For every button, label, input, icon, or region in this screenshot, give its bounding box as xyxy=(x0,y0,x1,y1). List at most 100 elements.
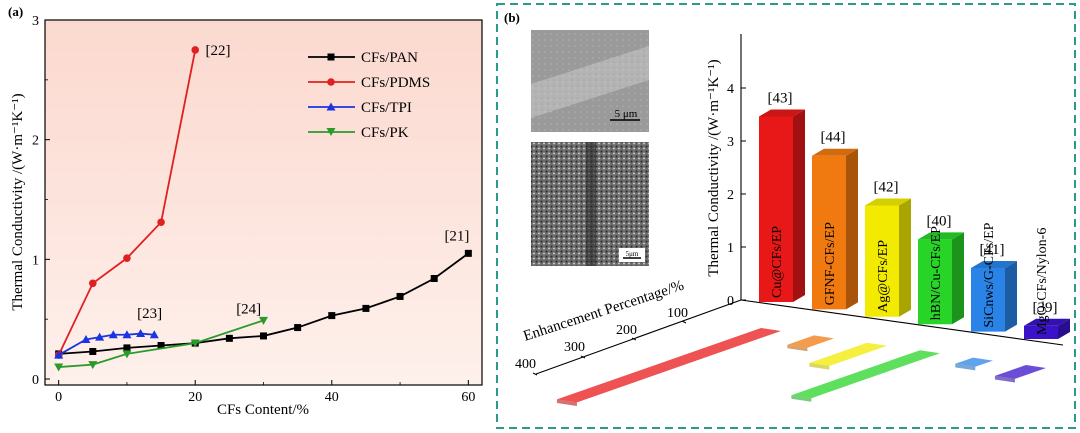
panel-a-annotations: [22] [21] [23] [24] xyxy=(137,43,469,322)
b-z-tick-label: 200 xyxy=(616,323,637,338)
bar-side xyxy=(952,232,964,325)
bar-side xyxy=(1058,318,1070,339)
sem-inset-top: 5 μm xyxy=(531,30,649,132)
data-point-cfs-pan xyxy=(225,334,233,342)
bar-ref-label: [44] xyxy=(821,130,846,146)
b-y-tick-label: 0 xyxy=(727,294,734,309)
enhancement-bar-edge xyxy=(955,363,976,371)
data-point-cfs-pan xyxy=(430,274,438,282)
bar-front xyxy=(1024,325,1058,339)
sem-scale-label-bottom: 5μm xyxy=(626,250,639,258)
bar-side xyxy=(899,198,911,317)
b-z-tick-label: 400 xyxy=(515,357,536,372)
ref-annotation: [21] xyxy=(444,228,469,244)
b-z-tick-label: 100 xyxy=(667,306,688,321)
bar-top xyxy=(865,198,911,206)
legend-label-pan: CFs/PAN xyxy=(361,50,418,66)
x-tick-label: 20 xyxy=(188,390,202,405)
legend-label-tpi: CFs/TPI xyxy=(361,100,412,116)
x-tick-label: 40 xyxy=(325,390,339,405)
bar-side xyxy=(846,148,858,310)
data-point-cfs-pk xyxy=(259,316,268,325)
data-point-cfs-tpi xyxy=(122,330,132,339)
data-point-cfs-pdms xyxy=(157,218,165,227)
data-point-cfs-pan xyxy=(464,249,472,257)
enhancement-bar-edge xyxy=(791,395,812,402)
enhancement-bar-edge xyxy=(556,399,577,406)
data-point-cfs-pk xyxy=(122,350,132,359)
enhancement-bar-edge xyxy=(787,344,808,352)
panel-a: [22] [21] [23] [24] 0 20 40 60 0 1 2 3 (a) CFs Con… xyxy=(8,4,483,418)
bar-ref-label: [43] xyxy=(768,91,793,107)
sem-inset-bottom: 5μm xyxy=(531,142,649,266)
data-point-cfs-pan xyxy=(89,347,97,355)
data-point-cfs-pan xyxy=(396,292,404,300)
b-z-tick-mark xyxy=(532,372,538,376)
bar-top xyxy=(1024,318,1070,326)
bar-top xyxy=(971,261,1017,268)
legend-item-tpi: CFs/TPI xyxy=(308,100,412,116)
b-y-tick-label: 2 xyxy=(727,188,734,203)
data-point-cfs-pan xyxy=(123,344,131,352)
panel-a-xlabel: CFs Content/% xyxy=(217,402,309,418)
y-tick-label: 0 xyxy=(32,373,39,388)
bar-top xyxy=(918,232,964,240)
data-point-cfs-pk xyxy=(190,339,200,348)
legend-label-pdms: CFs/PDMS xyxy=(361,75,430,91)
panel-a-legend: CFs/PAN CFs/PDMS CFs/TPI CFs/PK xyxy=(308,50,430,141)
b-y-tick-label: 1 xyxy=(727,241,734,256)
b-y-tick-label: 3 xyxy=(727,135,734,150)
bar-side xyxy=(793,109,805,302)
panel-a-ticks: 0 20 40 60 0 1 2 3 xyxy=(32,14,475,405)
enhancement-bar-edge xyxy=(809,362,830,370)
ref-annotation: [23] xyxy=(137,306,162,322)
enhancement-bar xyxy=(787,335,834,348)
x-tick-label: 0 xyxy=(55,390,62,405)
data-point-cfs-pk xyxy=(88,361,98,370)
panel-a-label: (a) xyxy=(8,4,23,19)
bar-front xyxy=(759,116,793,302)
bar-ref-label: [41] xyxy=(980,242,1005,258)
bar-top xyxy=(812,148,858,156)
ref-annotation: [22] xyxy=(205,43,230,59)
legend-item-pk: CFs/PK xyxy=(308,125,409,141)
enhancement-bar xyxy=(955,357,993,367)
bar-category-label: Cu@CFs/EP xyxy=(770,226,785,298)
b-z-tick-mark xyxy=(580,355,586,359)
panel-b-enhancement-bars xyxy=(556,328,1046,406)
panel-a-series xyxy=(54,46,472,372)
data-point-cfs-tpi xyxy=(136,329,146,338)
bar-ref-label: [40] xyxy=(927,213,952,229)
b-z-tick-label: 300 xyxy=(564,340,585,355)
panel-b-ticks: 0 1 2 3 4 100 200 300 400 xyxy=(515,82,746,376)
bar-front xyxy=(918,239,952,325)
data-point-cfs-pk xyxy=(54,363,64,372)
legend-label-pk: CFs/PK xyxy=(361,125,409,141)
bar-ref-label: [39] xyxy=(1033,300,1058,316)
data-point-cfs-tpi xyxy=(95,332,105,341)
data-point-cfs-pan xyxy=(328,312,336,320)
panel-b-ylabel: Thermal Conductivity /(W·m⁻¹K⁻¹) xyxy=(706,59,722,276)
bar-front xyxy=(971,268,1005,332)
data-point-cfs-tpi xyxy=(108,330,118,339)
data-point-cfs-tpi xyxy=(149,330,159,339)
b-z-tick-mark xyxy=(681,320,687,324)
panel-b-bars: Cu@CFs/EP [43] GFNF-CFs/EP [44] Ag@CFs/EP [42… xyxy=(759,91,1070,339)
data-point-cfs-pan xyxy=(157,342,165,350)
bar-category-label: SiCnws/G-CFs/EP xyxy=(982,222,997,327)
data-point-cfs-pan xyxy=(294,324,302,332)
x-tick-label: 60 xyxy=(461,390,475,405)
bar-ref-label: [42] xyxy=(874,180,899,196)
bar-category-label: GFNF-CFs/EP xyxy=(823,222,838,305)
bar-front xyxy=(865,205,899,317)
data-point-cfs-pdms xyxy=(88,279,97,288)
b-y-tick-label: 4 xyxy=(727,82,734,97)
enhancement-bar xyxy=(556,328,781,403)
bar-side xyxy=(1005,261,1017,332)
data-point-cfs-pdms xyxy=(191,46,200,54)
bar-category-label: Ag@CFs/EP xyxy=(876,240,891,313)
enhancement-bar-edge xyxy=(994,375,1015,383)
bar-front xyxy=(812,155,846,310)
data-point-cfs-pan xyxy=(260,332,267,340)
